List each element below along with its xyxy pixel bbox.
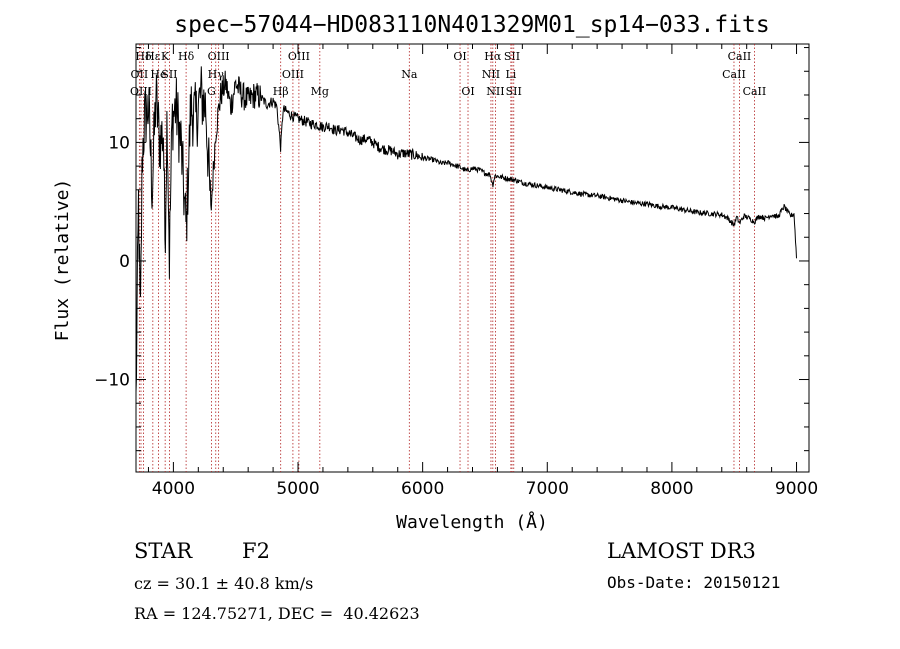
spectral-line-label: OII	[131, 68, 149, 81]
y-axis-label: Flux (relative)	[52, 179, 73, 342]
spectral-line-label: OI	[461, 85, 474, 98]
object-subclass: F2	[242, 539, 270, 563]
spectral-line-label: OIII	[288, 50, 310, 63]
spectral-line-label: K	[161, 50, 170, 63]
x-axis-label: Wavelength (Å)	[396, 511, 548, 533]
x-tick-label: 4000	[152, 479, 195, 499]
spectral-line-label: OIII	[282, 68, 304, 81]
x-tick-label: 8000	[650, 479, 693, 499]
flux-series-line	[135, 66, 797, 393]
spectral-line-label: Li	[505, 68, 516, 81]
spectral-line-label: OIII	[208, 50, 230, 63]
spectral-line-label: Mg	[311, 85, 329, 98]
redshift-velocity: cz = 30.1 ± 40.8 km/s	[134, 574, 314, 593]
chart-title: spec−57044−HD083110N401329M01_sp14−033.f…	[174, 12, 769, 38]
object-class: STAR	[134, 539, 193, 563]
spectral-line-label: CaII	[722, 68, 746, 81]
spectral-line-label: OI	[453, 50, 466, 63]
spectral-line-label: Hδ	[135, 50, 152, 63]
survey-name: LAMOST DR3	[607, 539, 756, 563]
spectral-line-label: G	[207, 85, 216, 98]
plot-frame	[135, 43, 810, 473]
spectral-line-label: Hδ	[178, 50, 195, 63]
spectral-line-label: Hα	[484, 50, 502, 63]
spectral-line-label: Hβ	[273, 85, 289, 98]
spectral-line-label: CaII	[743, 85, 767, 98]
axis-ticks: 4000 5000 6000 7000 8000 9000 −10 0 10	[94, 44, 818, 499]
spectral-line-label: Hγ	[208, 68, 225, 81]
spectral-line-label: NII	[482, 68, 500, 81]
spectral-line-label: SII	[504, 50, 520, 63]
y-tick-label: −10	[94, 371, 130, 391]
coordinates: RA = 124.75271, DEC = 40.42623	[134, 604, 420, 623]
spectral-line-label: Hε	[145, 50, 161, 63]
x-tick-label: 6000	[401, 479, 444, 499]
spectral-line-label: SII	[506, 85, 522, 98]
x-tick-label: 9000	[775, 479, 818, 499]
spectral-line-label: Na	[401, 68, 418, 81]
spectral-line-label: CaII	[728, 50, 752, 63]
x-tick-label: 5000	[276, 479, 319, 499]
y-tick-label: 10	[108, 133, 130, 153]
spectral-line-label: He	[150, 68, 166, 81]
observation-date: Obs-Date: 20150121	[607, 573, 781, 592]
x-tick-label: 7000	[526, 479, 569, 499]
spectral-line-label: SII	[161, 68, 177, 81]
y-tick-label: 0	[119, 252, 130, 272]
spectral-line-label: OIII	[130, 85, 152, 98]
spectral-line-label: NII	[486, 85, 504, 98]
